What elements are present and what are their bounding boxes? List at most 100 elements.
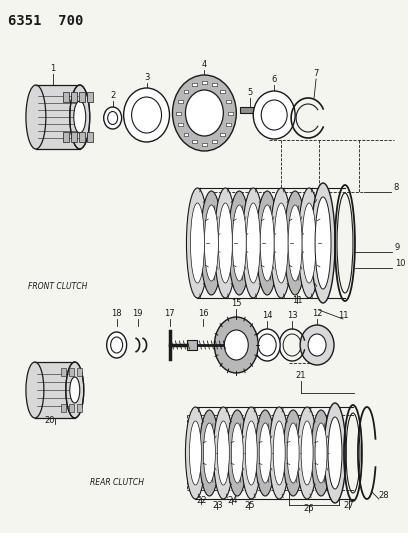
Bar <box>226 123 231 126</box>
Ellipse shape <box>186 407 205 499</box>
Bar <box>71 92 77 102</box>
Bar <box>212 140 217 143</box>
Text: 23: 23 <box>212 501 223 510</box>
Text: 28: 28 <box>379 491 390 500</box>
Ellipse shape <box>302 203 316 283</box>
Text: 9: 9 <box>395 243 400 252</box>
Ellipse shape <box>106 332 126 358</box>
Ellipse shape <box>274 203 288 283</box>
Ellipse shape <box>26 85 46 149</box>
Text: 20: 20 <box>44 416 55 425</box>
Ellipse shape <box>217 421 229 485</box>
Text: 25: 25 <box>244 501 255 510</box>
Text: 10: 10 <box>395 259 405 268</box>
Ellipse shape <box>186 188 208 298</box>
Ellipse shape <box>283 410 303 496</box>
Text: 11: 11 <box>292 296 302 305</box>
Text: 3: 3 <box>144 73 149 82</box>
Text: 17: 17 <box>164 309 175 318</box>
Ellipse shape <box>261 100 287 130</box>
Bar <box>226 100 231 103</box>
Ellipse shape <box>218 203 232 283</box>
Bar <box>184 133 188 136</box>
Ellipse shape <box>298 188 320 298</box>
Ellipse shape <box>70 85 90 149</box>
Bar <box>63 92 69 102</box>
Ellipse shape <box>189 421 202 485</box>
Bar <box>184 90 188 93</box>
Ellipse shape <box>284 191 306 295</box>
Text: 7: 7 <box>313 69 319 78</box>
Ellipse shape <box>204 205 218 281</box>
Text: REAR CLUTCH: REAR CLUTCH <box>90 478 144 487</box>
Ellipse shape <box>301 421 313 485</box>
Bar <box>35 362 75 418</box>
Ellipse shape <box>191 203 204 283</box>
Ellipse shape <box>231 423 243 483</box>
Bar <box>178 123 183 126</box>
Ellipse shape <box>173 75 236 151</box>
Text: 16: 16 <box>198 309 209 318</box>
Bar <box>79 92 85 102</box>
Bar <box>187 340 197 350</box>
Bar <box>220 90 225 93</box>
Ellipse shape <box>300 325 334 365</box>
Ellipse shape <box>74 101 86 133</box>
Ellipse shape <box>258 334 276 356</box>
Bar <box>79 132 85 142</box>
Bar <box>61 368 66 376</box>
Text: FRONT CLUTCH: FRONT CLUTCH <box>28 282 87 291</box>
Bar <box>71 132 77 142</box>
Text: 14: 14 <box>262 311 273 320</box>
Text: 27: 27 <box>344 501 354 510</box>
Ellipse shape <box>124 88 169 142</box>
Ellipse shape <box>256 191 278 295</box>
Ellipse shape <box>227 410 247 496</box>
Ellipse shape <box>200 410 220 496</box>
Ellipse shape <box>204 423 215 483</box>
Bar <box>176 111 181 115</box>
Bar <box>36 85 80 149</box>
Bar <box>240 107 260 113</box>
Bar <box>61 404 66 412</box>
Ellipse shape <box>253 91 295 139</box>
Text: 21: 21 <box>296 371 306 380</box>
Ellipse shape <box>241 407 261 499</box>
Ellipse shape <box>269 407 289 499</box>
Ellipse shape <box>255 410 275 496</box>
Bar <box>220 133 225 136</box>
Bar <box>87 132 93 142</box>
Bar <box>69 404 74 412</box>
Text: 1: 1 <box>50 64 55 73</box>
Ellipse shape <box>246 203 260 283</box>
Bar <box>77 368 82 376</box>
Bar <box>228 111 233 115</box>
Ellipse shape <box>254 329 280 361</box>
Ellipse shape <box>242 188 264 298</box>
Text: 6351  700: 6351 700 <box>8 14 83 28</box>
Ellipse shape <box>245 421 257 485</box>
Ellipse shape <box>297 407 317 499</box>
Ellipse shape <box>132 97 162 133</box>
Text: 13: 13 <box>287 311 297 320</box>
Ellipse shape <box>108 111 118 125</box>
Bar <box>63 132 69 142</box>
Bar <box>69 368 74 376</box>
Ellipse shape <box>224 330 248 360</box>
Text: 22: 22 <box>196 496 207 505</box>
Ellipse shape <box>70 377 80 403</box>
Text: 18: 18 <box>111 309 122 318</box>
Text: 11: 11 <box>338 311 348 320</box>
Text: 2: 2 <box>110 91 115 100</box>
Bar <box>212 83 217 86</box>
Ellipse shape <box>270 188 292 298</box>
Ellipse shape <box>288 205 302 281</box>
Bar <box>202 80 206 84</box>
Ellipse shape <box>26 362 44 418</box>
Ellipse shape <box>232 205 246 281</box>
Text: 4: 4 <box>202 60 207 69</box>
Ellipse shape <box>273 421 285 485</box>
Text: 15: 15 <box>231 299 242 308</box>
Text: 12: 12 <box>312 309 322 318</box>
Ellipse shape <box>186 90 223 136</box>
